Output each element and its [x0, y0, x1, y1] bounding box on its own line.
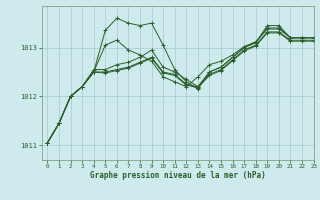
X-axis label: Graphe pression niveau de la mer (hPa): Graphe pression niveau de la mer (hPa)	[90, 171, 266, 180]
